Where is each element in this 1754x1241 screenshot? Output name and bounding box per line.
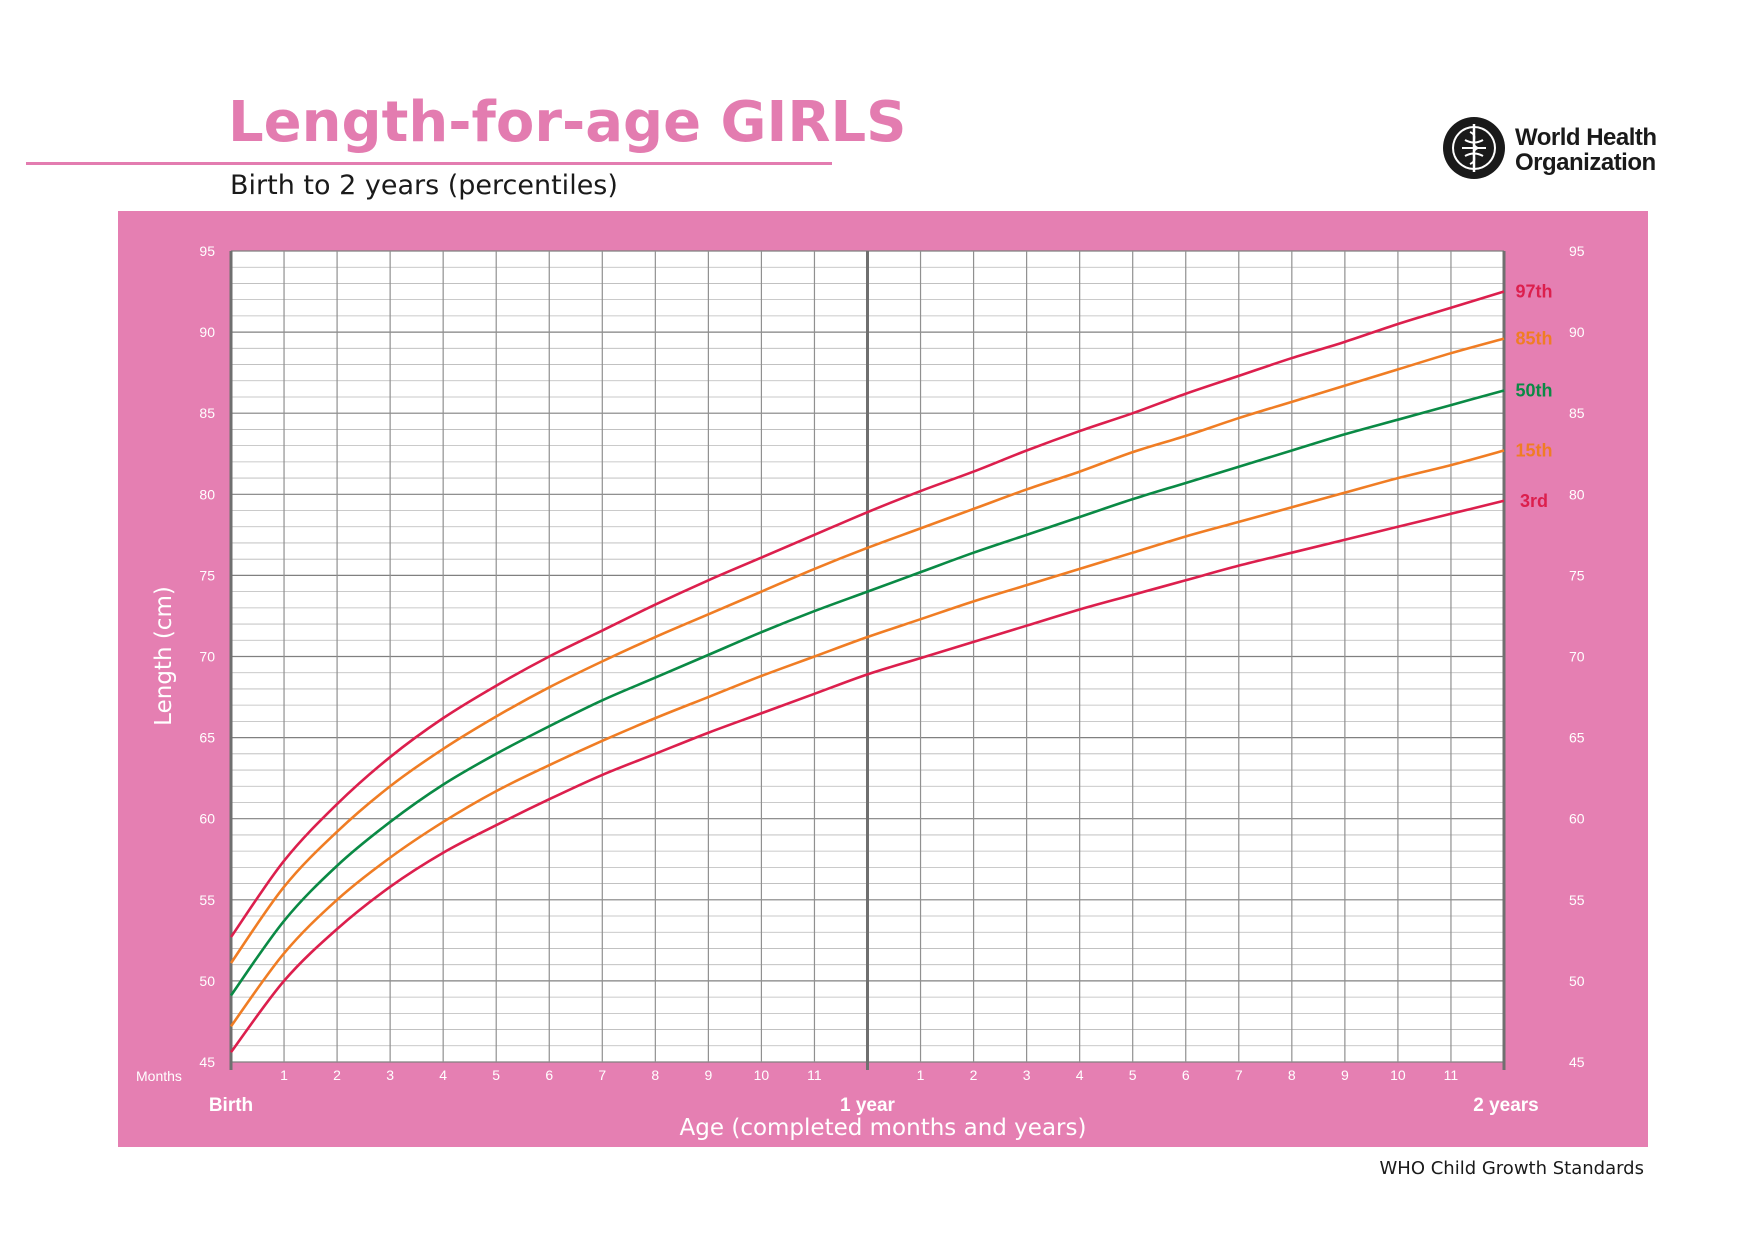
who-emblem-icon [1443,117,1505,179]
x-tick-label: 2 [333,1067,341,1083]
percentile-label-97th: 97th [1515,282,1552,302]
y-tick-label-left: 95 [199,243,215,259]
percentile-label-85th: 85th [1515,329,1552,349]
y-tick-label-left: 45 [199,1054,215,1070]
page-title: Length-for-age GIRLS [228,90,907,155]
x-tick-label: 8 [651,1067,659,1083]
x-tick-label: 10 [754,1067,770,1083]
x-tick-label: 5 [1129,1067,1137,1083]
percentile-label-3rd: 3rd [1520,491,1548,511]
x-tick-label: 6 [1182,1067,1190,1083]
x-tick-label: 3 [1023,1067,1031,1083]
y-tick-label-right: 70 [1569,649,1585,665]
y-tick-label-left: 50 [199,973,215,989]
page-subtitle: Birth to 2 years (percentiles) [230,170,618,201]
y-axis-labels: 45 45 50 50 55 55 60 60 65 65 70 70 75 75 80 80 85 85 90 90… [199,243,1584,1070]
y-tick-label-left: 80 [199,486,215,502]
x-major-label: Birth [209,1095,253,1116]
curve-50th [229,389,1505,997]
title-underline [26,162,832,165]
organization-name: World Health Organization [1515,125,1657,175]
y-tick-label-right: 80 [1569,486,1585,502]
y-tick-label-right: 65 [1569,730,1585,746]
organization-name-line1: World Health [1515,124,1657,151]
y-tick-label-right: 50 [1569,973,1585,989]
x-tick-label: 1 [917,1067,925,1083]
x-tick-label: 11 [807,1067,822,1083]
x-tick-label: 7 [598,1067,606,1083]
x-tick-label: 6 [545,1067,553,1083]
y-tick-label-right: 95 [1569,243,1585,259]
curve-85th [229,337,1505,964]
x-major-label: 2 years [1473,1095,1539,1116]
y-tick-label-right: 45 [1569,1054,1585,1070]
y-tick-label-left: 90 [199,324,215,340]
x-tick-label: 10 [1390,1067,1406,1083]
percentile-labels: 97th 85th 50th 15th 3rd [1515,282,1552,511]
curve-15th [229,449,1505,1028]
grid [229,250,1506,1070]
x-tick-label: 3 [386,1067,394,1083]
percentile-label-50th: 50th [1515,380,1552,400]
percentile-label-15th: 15th [1515,441,1552,461]
y-tick-label-left: 85 [199,405,215,421]
y-tick-label-left: 75 [199,567,215,583]
y-tick-label-left: 70 [199,649,215,665]
x-tick-label: 8 [1288,1067,1296,1083]
curve-3rd [229,499,1505,1054]
y-tick-label-right: 90 [1569,324,1585,340]
y-tick-label-right: 75 [1569,567,1585,583]
y-tick-label-right: 55 [1569,892,1585,908]
x-major-label: 1 year [840,1095,896,1116]
x-tick-label: 7 [1235,1067,1243,1083]
x-tick-label: 1 [280,1067,288,1083]
x-tick-label: 5 [492,1067,500,1083]
y-tick-label-left: 60 [199,811,215,827]
y-tick-label-left: 55 [199,892,215,908]
percentile-curves [229,290,1505,1054]
curve-97th [229,290,1505,938]
x-tick-label: 11 [1444,1067,1459,1083]
y-tick-label-left: 65 [199,730,215,746]
y-tick-label-right: 85 [1569,405,1585,421]
y-axis-title: Length (cm) [151,586,177,726]
organization-name-line2: Organization [1515,149,1656,176]
x-tick-label: 4 [1076,1067,1084,1083]
footer-source: WHO Child Growth Standards [1379,1158,1645,1179]
x-tick-label: 9 [704,1067,712,1083]
y-tick-label-right: 60 [1569,811,1585,827]
x-axis-title: Age (completed months and years) [680,1115,1087,1141]
x-tick-label: 2 [970,1067,978,1083]
x-tick-label: 9 [1341,1067,1349,1083]
months-label: Months [136,1068,182,1084]
x-tick-label: 4 [439,1067,447,1083]
